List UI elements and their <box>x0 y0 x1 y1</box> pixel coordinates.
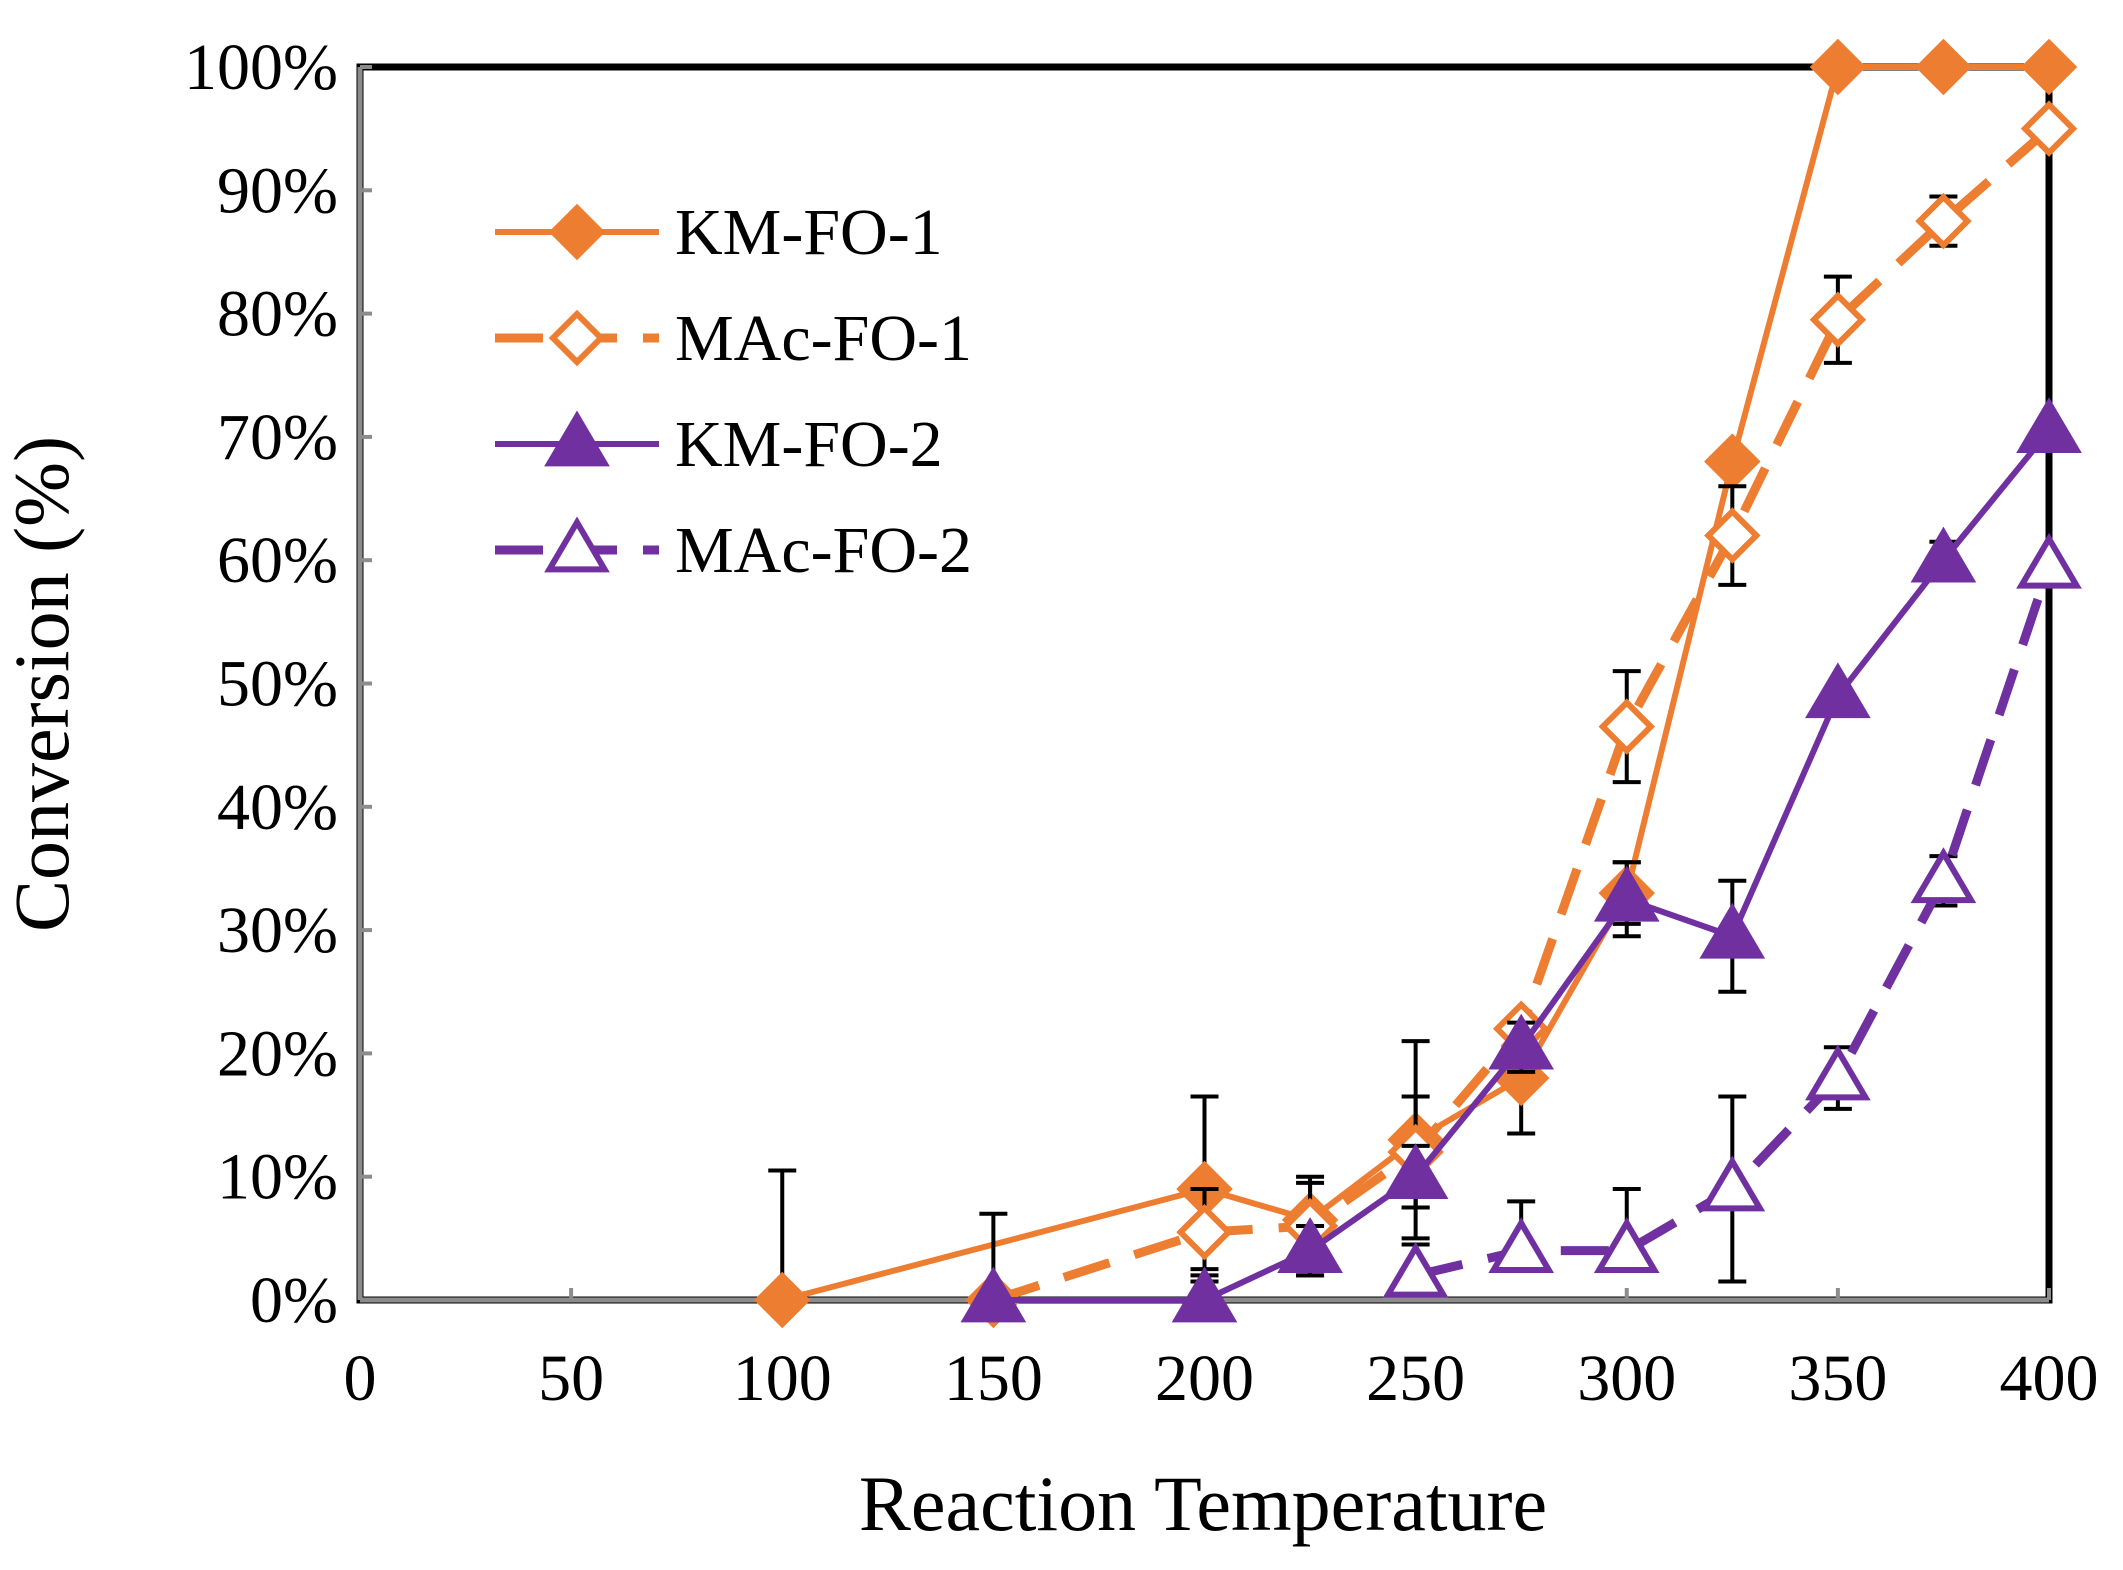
data-point <box>2016 397 2082 454</box>
data-point <box>1809 291 1867 349</box>
data-point <box>1176 1203 1233 1261</box>
data-point <box>2016 532 2082 589</box>
y-tick-label: 10% <box>217 1141 338 1214</box>
data-point <box>1171 1266 1238 1323</box>
y-tick-label: 90% <box>217 154 338 227</box>
data-point <box>1704 507 1761 564</box>
data-point <box>1915 38 1972 96</box>
x-tick-label: 50 <box>538 1342 604 1415</box>
plot-layer: 0% 10% 20% 30% 40% 50% 60% 70% 80% 90% 100% 0 50 100 1… <box>184 31 2098 1415</box>
y-axis-title: Conversion (%) <box>0 436 85 932</box>
data-point <box>1910 847 1977 904</box>
legend-item: MAc-FO-2 <box>495 514 972 587</box>
data-point <box>1915 192 1972 250</box>
legend-marker <box>548 309 606 367</box>
series-line <box>991 125 2052 1305</box>
y-tick-label: 50% <box>217 648 338 721</box>
data-point <box>2020 100 2078 157</box>
series-line <box>781 64 2049 1303</box>
data-point <box>1277 1217 1343 1273</box>
data-point <box>754 1271 811 1329</box>
data-point <box>1910 526 1977 583</box>
data-point <box>1809 38 1867 96</box>
y-tick-label: 0% <box>250 1264 338 1337</box>
legend-label: MAc-FO-2 <box>675 514 972 587</box>
x-tick-label: 250 <box>1366 1342 1465 1415</box>
legend-label: KM-FO-2 <box>675 408 943 481</box>
data-point <box>1593 1217 1660 1273</box>
data-point <box>1699 1155 1766 1212</box>
data-point <box>960 1266 1027 1323</box>
x-tick-label: 100 <box>733 1342 832 1415</box>
x-tick-label: 300 <box>1577 1342 1676 1415</box>
legend-marker <box>544 410 610 467</box>
data-point <box>2020 38 2078 96</box>
x-axis-title: Reaction Temperature <box>859 1460 1547 1547</box>
x-tick-label: 200 <box>1155 1342 1254 1415</box>
legend-label: KM-FO-1 <box>675 196 943 269</box>
y-tick-label: 100% <box>184 31 338 104</box>
data-point <box>1598 698 1655 755</box>
legend-item: KM-FO-2 <box>495 408 943 481</box>
data-point <box>1382 1143 1449 1200</box>
legend-item: KM-FO-1 <box>495 196 943 269</box>
x-tick-label: 150 <box>944 1342 1043 1415</box>
series-KM-FO-2 <box>960 397 2082 1323</box>
x-tick-label: 400 <box>2000 1342 2099 1415</box>
legend-marker <box>544 516 610 573</box>
y-tick-label: 20% <box>217 1017 338 1090</box>
series-line <box>993 428 2052 1303</box>
data-point <box>1488 1217 1555 1273</box>
y-tick-label: 40% <box>217 771 338 844</box>
data-point <box>1382 1241 1449 1298</box>
plot-area-frame <box>356 63 2053 1304</box>
data-point <box>1488 1013 1555 1070</box>
x-tick-label: 0 <box>344 1342 377 1415</box>
data-point <box>1805 662 1871 719</box>
data-point <box>1699 902 1766 959</box>
x-tick-label: 350 <box>1788 1342 1887 1415</box>
y-tick-label: 80% <box>217 278 338 351</box>
legend-marker <box>548 203 606 261</box>
y-tick-label: 70% <box>217 401 338 474</box>
data-point <box>1805 1044 1871 1101</box>
legend-item: MAc-FO-1 <box>495 302 972 375</box>
series-MAc-FO-2 <box>1382 532 2082 1298</box>
data-point <box>1593 865 1660 922</box>
y-tick-label: 60% <box>217 524 338 597</box>
legend-label: MAc-FO-1 <box>675 302 972 375</box>
y-tick-label: 30% <box>217 894 338 967</box>
